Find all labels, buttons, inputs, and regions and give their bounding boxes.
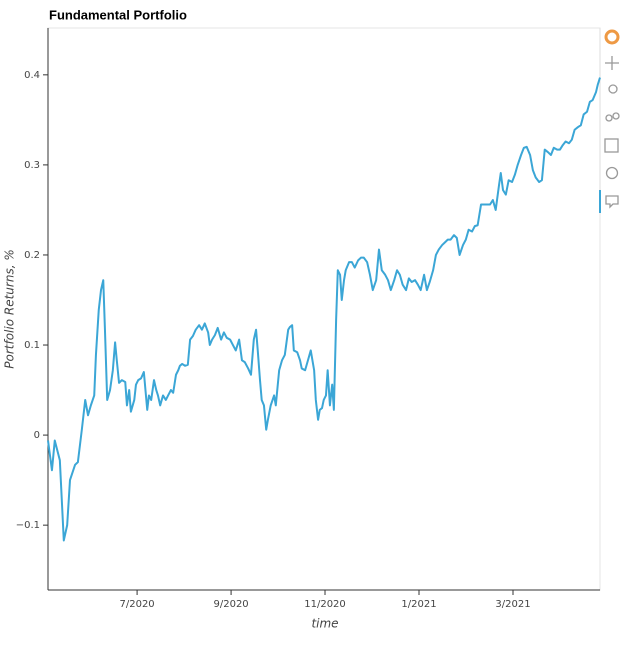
wheel-zoom-tool[interactable] — [605, 114, 613, 122]
hover-tool[interactable] — [605, 195, 619, 209]
reset-tool[interactable] — [605, 166, 619, 180]
plot-frame — [47, 27, 601, 591]
zoom-tool[interactable] — [608, 84, 618, 94]
x-tick-label: 11/2020 — [304, 599, 346, 610]
y-axis-label: Portfolio Returns, % — [3, 249, 17, 368]
y-tick-label: 0.2 — [24, 250, 40, 261]
x-tick-label: 1/2021 — [401, 599, 436, 610]
x-tick-label: 9/2020 — [213, 599, 248, 610]
pan-tool[interactable] — [605, 56, 619, 70]
bokeh-logo[interactable] — [604, 29, 620, 45]
y-tick-label: 0 — [34, 430, 40, 441]
y-tick-label: 0.4 — [24, 70, 40, 81]
chart-title: Fundamental Portfolio — [49, 7, 187, 22]
x-axis-label: time — [311, 617, 338, 631]
line-series — [47, 77, 601, 542]
x-tick-label: 3/2021 — [495, 599, 530, 610]
wheel-zoom-tool-b[interactable] — [612, 112, 620, 120]
save-tool[interactable] — [604, 138, 619, 153]
y-tick-label: −0.1 — [16, 520, 40, 531]
toolbar — [599, 28, 620, 213]
x-tick-label: 7/2020 — [119, 599, 154, 610]
y-tick-label: 0.3 — [24, 160, 40, 171]
y-tick-label: 0.1 — [24, 340, 40, 351]
